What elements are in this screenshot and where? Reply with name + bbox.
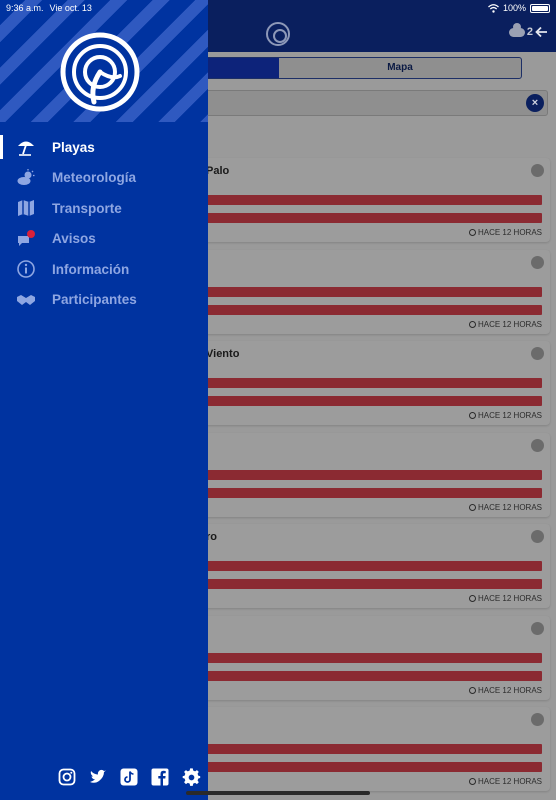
sun-cloud-icon: [16, 168, 36, 188]
drawer-item-label: Meteorología: [52, 170, 137, 186]
gear-icon[interactable]: [180, 766, 202, 788]
drawer-item-participantes[interactable]: Participantes: [0, 285, 208, 316]
updated-time: HACE 12 HORAS: [468, 594, 542, 603]
drawer-item-playas[interactable]: Playas: [0, 132, 208, 163]
drawer-item-label: Playas: [52, 139, 95, 155]
updated-time: HACE 12 HORAS: [468, 685, 542, 695]
battery-icon: [530, 3, 550, 13]
condition-bar: [190, 396, 542, 406]
updated-time: HACE 12 HORAS: [468, 411, 542, 420]
tiktok-icon[interactable]: [118, 766, 140, 788]
clear-search-button[interactable]: ×: [526, 94, 544, 112]
updated-label: HACE 12 HORAS: [477, 685, 542, 695]
beach-name: ro: [206, 531, 217, 543]
search-input[interactable]: ×: [190, 90, 548, 116]
weather-widget[interactable]: 2: [508, 22, 548, 38]
condition-bar: [190, 378, 542, 388]
updated-time: HACE 12 HORAS: [468, 228, 542, 237]
beach-card[interactable]: HACE 12 HORAS: [190, 615, 550, 700]
beach-card[interactable]: HACE 12 HORAS: [190, 707, 550, 791]
beach-card[interactable]: HACE 12 HORAS: [190, 249, 550, 334]
facebook-icon[interactable]: [149, 766, 171, 788]
drawer-header: [0, 0, 208, 122]
back-arrow-icon[interactable]: [535, 26, 548, 38]
clock-icon: [468, 778, 476, 785]
twitter-icon[interactable]: [87, 766, 109, 788]
status-dot: [531, 713, 544, 726]
condition-bar: [190, 744, 542, 754]
navigation-drawer: Playas Meteorología Transporte Avisos Inform…: [0, 0, 208, 800]
beach-card-list: Palo HACE 12 HORAS HACE 12 HORAS Viento HACE…: [190, 158, 550, 799]
drawer-item-label: Avisos: [52, 231, 96, 247]
instagram-icon[interactable]: [56, 766, 78, 788]
beach-name: Viento: [206, 348, 240, 360]
beach-card[interactable]: ro HACE 12 HORAS: [190, 524, 550, 608]
status-dot: [531, 164, 544, 177]
updated-time: HACE 12 HORAS: [468, 777, 542, 786]
beach-name: Palo: [206, 165, 230, 177]
status-dot: [531, 255, 544, 269]
status-time: 9:36 a.m.: [6, 3, 44, 13]
chat-alert-icon: [16, 229, 36, 249]
condition-bar: [190, 213, 542, 223]
drawer-item-label: Participantes: [52, 292, 137, 308]
tab-list[interactable]: [191, 58, 279, 78]
clock-icon: [468, 412, 476, 419]
handshake-icon: [16, 290, 36, 310]
clock-icon: [468, 320, 476, 328]
drawer-item-avisos[interactable]: Avisos: [0, 224, 208, 255]
clock-icon: [468, 503, 476, 511]
beach-card[interactable]: HACE 12 HORAS: [190, 432, 550, 517]
info-icon: [16, 259, 36, 279]
condition-bar: [190, 195, 542, 205]
updated-label: HACE 12 HORAS: [477, 502, 542, 512]
condition-bar: [190, 670, 542, 681]
condition-bar: [190, 304, 542, 315]
updated-label: HACE 12 HORAS: [477, 777, 542, 786]
battery-percent: 100%: [502, 3, 526, 13]
clock-icon: [468, 595, 476, 602]
brand-logo-icon: [60, 32, 140, 112]
home-indicator[interactable]: [186, 791, 370, 795]
tab-map[interactable]: Mapa: [387, 62, 413, 73]
status-dot: [531, 347, 544, 360]
drawer-item-informacion[interactable]: Información: [0, 254, 208, 285]
beach-card[interactable]: Palo HACE 12 HORAS: [190, 158, 550, 242]
updated-label: HACE 12 HORAS: [477, 411, 542, 420]
drawer-menu: Playas Meteorología Transporte Avisos Inform…: [0, 132, 208, 315]
condition-bar: [190, 561, 542, 571]
status-dot: [531, 621, 544, 635]
clock-icon: [468, 686, 476, 694]
condition-bar: [190, 579, 542, 589]
condition-bar: [190, 286, 542, 297]
updated-time: HACE 12 HORAS: [468, 502, 542, 512]
beach-umbrella-icon: [16, 137, 36, 157]
app-logo-icon: [266, 22, 290, 46]
updated-label: HACE 12 HORAS: [477, 594, 542, 603]
updated-time: HACE 12 HORAS: [468, 319, 542, 329]
status-dot: [531, 530, 544, 543]
condition-bar: [190, 762, 542, 772]
updated-label: HACE 12 HORAS: [477, 228, 542, 237]
beach-card[interactable]: Viento HACE 12 HORAS: [190, 341, 550, 425]
drawer-item-label: Transporte: [52, 200, 122, 216]
map-icon: [16, 198, 36, 218]
status-dot: [531, 438, 544, 452]
weather-value: 2: [526, 26, 533, 38]
social-links: [56, 766, 202, 788]
updated-label: HACE 12 HORAS: [477, 319, 542, 329]
drawer-item-meteorologia[interactable]: Meteorología: [0, 163, 208, 194]
condition-bar: [190, 652, 542, 663]
condition-bar: [190, 487, 542, 498]
cloud-icon: [508, 22, 525, 37]
view-segmented-control: Mapa: [190, 57, 522, 79]
status-bar: 9:36 a.m. Vie oct. 13 100%: [0, 0, 556, 16]
clock-icon: [468, 229, 476, 236]
drawer-item-transporte[interactable]: Transporte: [0, 193, 208, 224]
status-date: Vie oct. 13: [49, 3, 92, 13]
drawer-item-label: Información: [52, 261, 130, 277]
condition-bar: [190, 469, 542, 480]
wifi-icon: [488, 3, 499, 13]
